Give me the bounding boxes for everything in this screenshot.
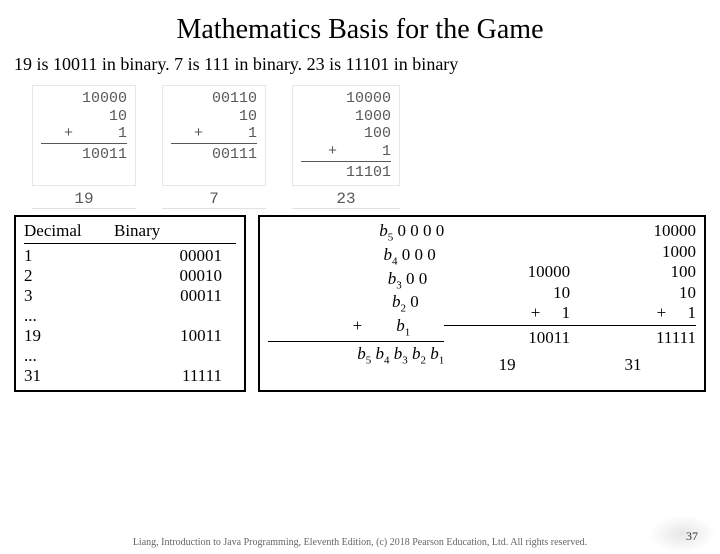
calc-label-19: 19: [32, 190, 136, 209]
decimal-binary-table: Decimal Binary 100001200010300011...1910…: [14, 215, 246, 392]
table-row: 1910011: [24, 326, 236, 346]
formula-box: b5 0 0 0 0b4 0 0 0 b3 0 0 b2 0 + b1 b5 b…: [258, 215, 706, 392]
footer-text: Liang, Introduction to Java Programming,…: [0, 537, 720, 548]
calc-block-19: 1000010+ 110011: [32, 85, 136, 186]
table-row: 100001: [24, 246, 236, 266]
table-row: 300011: [24, 286, 236, 306]
bottom-row: Decimal Binary 100001200010300011...1910…: [14, 215, 706, 392]
page-title: Mathematics Basis for the Game: [0, 14, 720, 46]
calc-label-23: 23: [292, 190, 400, 209]
calc-label-row: 19 7 23: [32, 190, 720, 209]
calc-block-23: 100001000100+ 111101: [292, 85, 400, 186]
table-header-decimal: Decimal: [24, 221, 114, 241]
formula-col-31: 10000100010010+ 11111131: [570, 221, 696, 386]
table-row: ...: [24, 306, 236, 326]
subtitle-text: 19 is 10011 in binary. 7 is 111 in binar…: [14, 54, 720, 75]
table-row: ...: [24, 346, 236, 366]
table-row: 3111111: [24, 366, 236, 386]
calc-label-7: 7: [162, 190, 266, 209]
formula-col-19: 1000010+ 11001119: [444, 221, 570, 386]
table-header-binary: Binary: [114, 221, 160, 241]
calc-block-7: 0011010+ 100111: [162, 85, 266, 186]
table-row: 200010: [24, 266, 236, 286]
formula-col-b: b5 0 0 0 0b4 0 0 0 b3 0 0 b2 0 + b1 b5 b…: [268, 221, 444, 386]
calc-row: 1000010+ 110011 0011010+ 100111 10000100…: [32, 85, 720, 186]
